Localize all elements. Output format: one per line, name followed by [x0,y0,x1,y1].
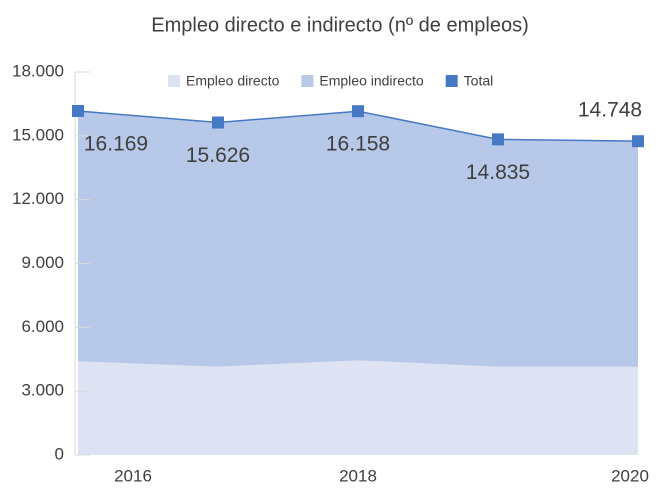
chart-title: Empleo directo e indirecto (nº de empleo… [151,14,529,36]
marker [212,116,224,129]
x-tick-label: 2016 [114,466,152,485]
y-tick-label: 0 [55,444,64,463]
marker [492,133,504,146]
marker [72,104,84,117]
data-label: 14.835 [466,161,530,184]
legend-label: Total [464,73,494,89]
x-tick-label: 2020 [611,466,649,485]
marker [352,105,364,118]
y-tick-label: 6.000 [21,317,64,336]
legend-swatch [301,75,314,87]
legend-swatch [445,75,458,87]
y-tick-label: 9.000 [21,253,64,272]
legend-swatch [168,75,180,87]
data-label: 14.748 [578,99,642,122]
data-label: 15.626 [186,144,250,167]
legend-label: Empleo directo [186,73,280,89]
data-label: 16.169 [84,133,148,156]
area [78,110,638,367]
x-tick-label: 2018 [339,466,377,485]
legend-label: Empleo indirecto [319,73,423,89]
marker [632,135,644,148]
y-tick-label: 3.000 [21,381,64,400]
y-tick-label: 12.000 [12,189,64,208]
y-tick-label: 18.000 [12,61,64,80]
area [78,360,638,455]
y-tick-label: 15.000 [12,125,64,144]
data-label: 16.158 [326,133,390,156]
